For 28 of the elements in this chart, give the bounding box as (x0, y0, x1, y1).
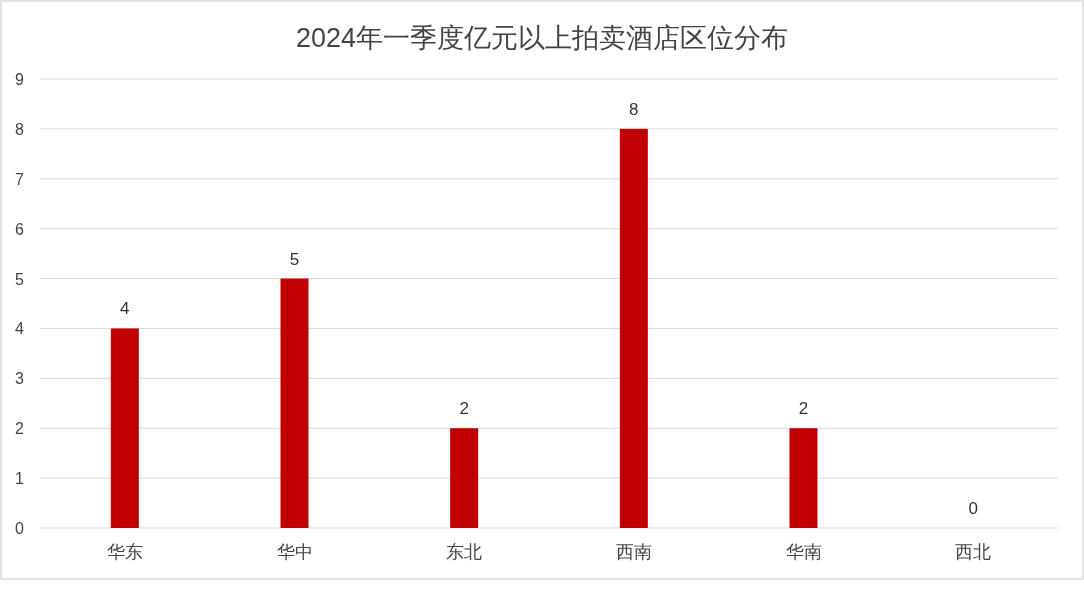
x-tick-label: 华南 (785, 542, 822, 562)
data-label: 8 (629, 99, 639, 119)
y-tick-label: 9 (15, 71, 25, 88)
data-label: 5 (289, 249, 300, 269)
bar (110, 328, 139, 528)
data-label: 4 (120, 299, 130, 319)
y-tick-label: 2 (15, 420, 25, 438)
y-tick-label: 1 (15, 470, 25, 488)
y-tick-label: 5 (15, 270, 25, 288)
bar (450, 428, 479, 528)
data-label: 0 (968, 499, 978, 518)
bar (619, 128, 648, 528)
bar (280, 278, 309, 528)
x-tick-label: 西南 (615, 542, 652, 562)
y-tick-label: 4 (15, 320, 25, 338)
data-label: 2 (459, 399, 469, 419)
y-tick-label: 6 (15, 220, 25, 238)
bar (789, 428, 818, 528)
data-label: 2 (798, 399, 809, 419)
x-tick-label: 华中 (276, 542, 313, 562)
y-tick-label: 7 (15, 170, 25, 188)
y-tick-label: 3 (15, 370, 25, 388)
x-tick-label: 西北 (955, 542, 992, 562)
chart-title: 2024年一季度亿元以上拍卖酒店区位分布 (295, 23, 789, 53)
x-tick-label: 华东 (106, 542, 143, 562)
x-tick-label: 东北 (446, 542, 483, 562)
y-tick-label: 0 (15, 520, 25, 537)
y-tick-label: 8 (15, 120, 25, 138)
